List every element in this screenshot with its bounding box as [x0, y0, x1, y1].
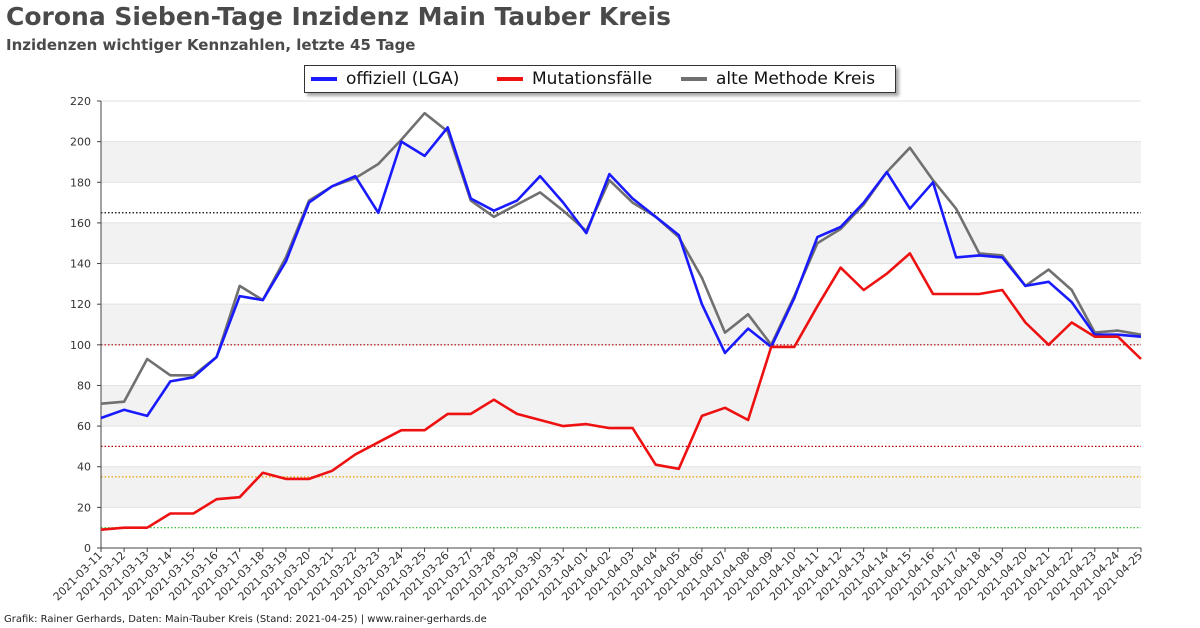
legend-item-offiziell: offiziell (LGA): [311, 68, 459, 90]
legend-label-alte-methode: alte Methode Kreis: [716, 69, 876, 89]
legend-item-mutation: Mutationsfälle: [497, 68, 652, 90]
grid-band: [101, 304, 1141, 345]
legend-label-offiziell: offiziell (LGA): [346, 69, 460, 89]
y-tick-label: 20: [77, 501, 91, 514]
grid-band: [101, 466, 1141, 508]
y-tick-label: 180: [70, 176, 91, 189]
y-tick-label: 0: [84, 542, 91, 555]
grid-band: [101, 222, 1141, 264]
y-tick-label: 40: [77, 461, 91, 474]
y-tick-label: 220: [70, 95, 91, 108]
y-tick-label: 120: [70, 298, 91, 311]
chart-legend: offiziell (LGA) Mutationsfälle alte Meth…: [304, 65, 896, 93]
grid-band: [101, 141, 1141, 183]
y-tick-label: 140: [70, 258, 91, 271]
legend-swatch-alte-methode: [681, 77, 707, 81]
legend-swatch-mutation: [497, 77, 523, 81]
y-tick-label: 60: [77, 420, 91, 433]
y-tick-label: 80: [77, 379, 91, 392]
y-tick-label: 200: [70, 136, 91, 149]
chart-subtitle: Inzidenzen wichtiger Kennzahlen, letzte …: [6, 36, 416, 54]
y-tick-label: 100: [70, 339, 91, 352]
series-line-1: [100, 126, 1142, 420]
legend-swatch-offiziell: [311, 77, 337, 81]
chart-footer: Grafik: Rainer Gerhards, Daten: Main-Tau…: [4, 614, 487, 625]
chart-title: Corona Sieben-Tage Inzidenz Main Tauber …: [6, 2, 671, 31]
legend-label-mutation: Mutationsfälle: [532, 69, 653, 89]
grid-band: [101, 385, 1141, 427]
series-line-2: [100, 252, 1142, 531]
legend-item-alte-methode: alte Methode Kreis: [681, 68, 875, 90]
y-tick-label: 160: [70, 217, 91, 230]
